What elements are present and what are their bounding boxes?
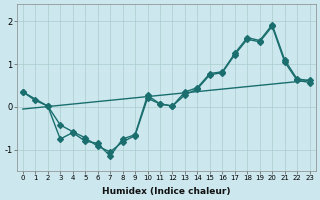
X-axis label: Humidex (Indice chaleur): Humidex (Indice chaleur) <box>102 187 230 196</box>
